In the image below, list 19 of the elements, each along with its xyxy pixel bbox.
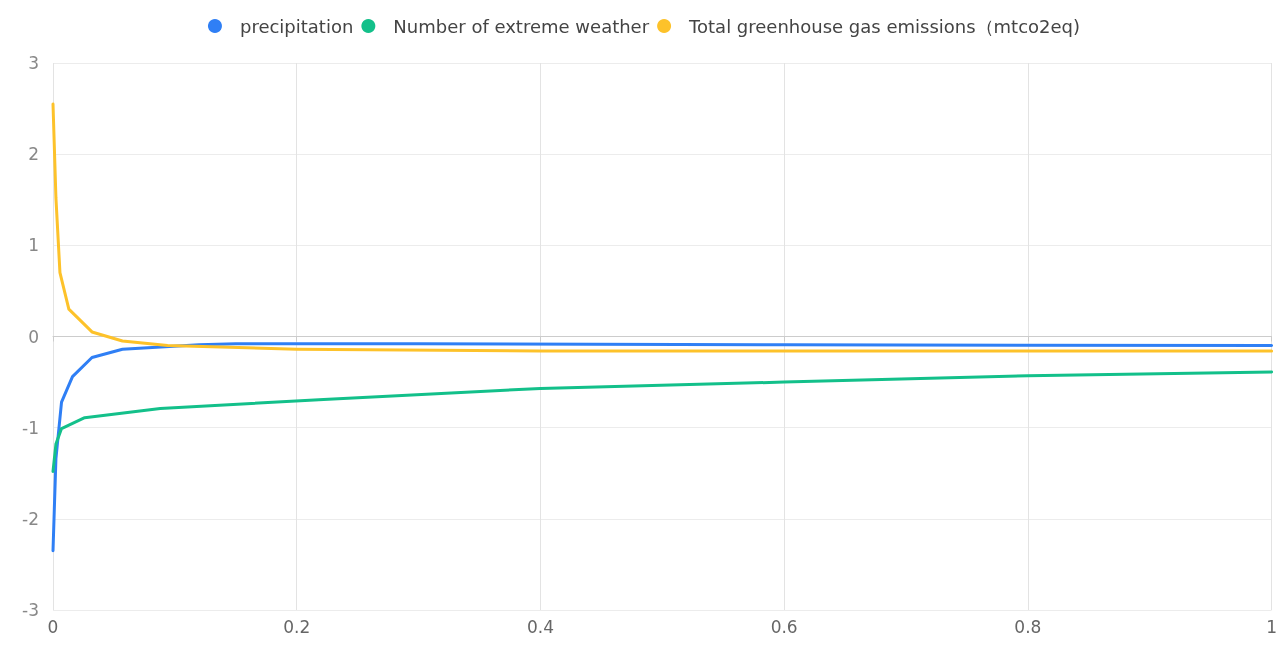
y-tick-label: -1 — [22, 417, 39, 438]
legend-label: Total greenhouse gas emissions（mtco2eq) — [688, 15, 1081, 37]
line-series — [51, 342, 1274, 553]
y-tick-label: 2 — [28, 144, 39, 165]
x-tick-label: 0.4 — [526, 616, 554, 637]
x-tick-label: 0.2 — [283, 616, 311, 637]
x-tick-label: 0.8 — [1014, 616, 1042, 637]
legend-label: precipitation — [239, 15, 354, 37]
legend-label: Number of extreme weather — [393, 15, 650, 37]
y-tick-label: -3 — [22, 600, 39, 620]
x-tick-label: 1 — [1266, 616, 1278, 637]
y-tick-label: 1 — [28, 235, 39, 256]
line-series — [51, 370, 1274, 473]
x-tick-label: 0.6 — [770, 616, 798, 637]
y-tick-label: 3 — [28, 53, 39, 73]
y-tick-label: 0 — [28, 326, 39, 347]
line-series — [51, 102, 1274, 353]
x-tick-label: 0 — [47, 616, 59, 637]
y-tick-label: -2 — [22, 508, 39, 529]
